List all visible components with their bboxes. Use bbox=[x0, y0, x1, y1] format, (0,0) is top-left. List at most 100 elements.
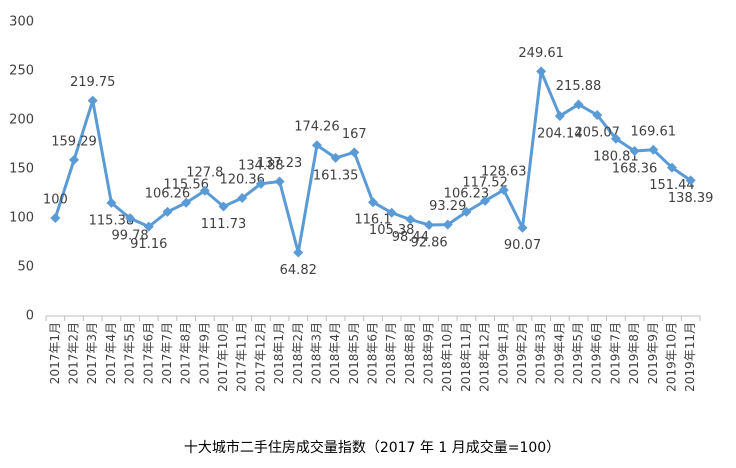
x-tick-label: 2019年6月 bbox=[590, 322, 604, 384]
x-tick-label: 2019年7月 bbox=[608, 322, 622, 384]
data-label: 174.26 bbox=[294, 120, 340, 135]
data-label: 106.26 bbox=[145, 186, 191, 201]
x-tick-label: 2018年8月 bbox=[403, 322, 417, 384]
x-tick-label: 2017年5月 bbox=[123, 322, 137, 384]
marker bbox=[592, 110, 603, 121]
data-label: 167 bbox=[342, 127, 367, 142]
data-label: 93.29 bbox=[429, 199, 466, 214]
data-label: 116.1 bbox=[354, 213, 391, 228]
marker bbox=[199, 185, 210, 196]
data-label: 161.35 bbox=[313, 168, 359, 183]
marker bbox=[648, 144, 659, 155]
marker bbox=[610, 133, 621, 144]
x-tick-label: 2017年11月 bbox=[235, 322, 249, 392]
data-label: 128.63 bbox=[481, 164, 527, 179]
x-tick-label: 2018年9月 bbox=[422, 322, 436, 384]
x-tick-label: 2017年3月 bbox=[85, 322, 99, 384]
marker bbox=[330, 152, 341, 163]
marker bbox=[274, 176, 285, 187]
data-label: 111.73 bbox=[201, 217, 247, 232]
x-tick-label: 2017年2月 bbox=[67, 322, 81, 384]
data-label: 137.23 bbox=[257, 156, 303, 171]
data-label: 106.23 bbox=[444, 186, 490, 201]
x-tick-label: 2019年3月 bbox=[534, 322, 548, 384]
y-tick-label: 250 bbox=[9, 64, 34, 79]
x-tick-label: 2019年2月 bbox=[515, 322, 529, 384]
x-tick-label: 2018年11月 bbox=[459, 322, 473, 392]
data-label: 134.88 bbox=[238, 158, 284, 173]
data-label: 205.07 bbox=[574, 126, 620, 141]
data-label: 204.14 bbox=[537, 126, 583, 141]
data-label: 215.88 bbox=[556, 79, 602, 94]
x-tick-label: 2018年12月 bbox=[478, 322, 492, 392]
marker bbox=[554, 110, 565, 121]
marker bbox=[424, 219, 435, 230]
x-tick-label: 2019年8月 bbox=[627, 322, 641, 384]
x-tick-label: 2018年6月 bbox=[366, 322, 380, 384]
x-tick-label: 2018年3月 bbox=[309, 322, 323, 384]
data-label: 98.44 bbox=[392, 230, 429, 245]
data-label: 92.86 bbox=[410, 235, 447, 250]
data-label: 180.81 bbox=[593, 149, 639, 164]
data-label: 117.52 bbox=[462, 175, 508, 190]
marker bbox=[498, 184, 509, 195]
data-label: 105.38 bbox=[369, 223, 415, 238]
marker bbox=[311, 140, 322, 151]
y-tick-label: 100 bbox=[9, 211, 34, 226]
x-tick-label: 2019年4月 bbox=[552, 322, 566, 384]
marker bbox=[50, 213, 61, 223]
marker bbox=[125, 213, 136, 224]
data-label: 115.56 bbox=[163, 177, 209, 192]
marker bbox=[293, 247, 304, 258]
x-tick-label: 2017年8月 bbox=[179, 322, 193, 384]
y-tick-label: 0 bbox=[26, 309, 34, 324]
x-tick-label: 2018年5月 bbox=[347, 322, 361, 384]
data-label: 249.61 bbox=[518, 46, 564, 61]
marker bbox=[386, 207, 397, 218]
x-tick-label: 2019年11月 bbox=[683, 322, 697, 392]
x-tick-label: 2018年7月 bbox=[384, 322, 398, 384]
marker bbox=[517, 222, 528, 233]
marker bbox=[480, 195, 491, 206]
y-tick-label: 150 bbox=[9, 162, 34, 177]
data-label: 90.07 bbox=[504, 238, 541, 253]
chart-title: 十大城市二手住房成交量指数（2017 年 1 月成交量=100） bbox=[184, 439, 560, 456]
y-tick-label: 50 bbox=[17, 260, 34, 275]
marker bbox=[349, 147, 360, 158]
marker bbox=[237, 193, 248, 204]
marker bbox=[685, 175, 696, 186]
data-label: 138.39 bbox=[668, 191, 714, 206]
y-tick-label: 200 bbox=[9, 113, 34, 128]
marker bbox=[461, 206, 472, 217]
marker bbox=[666, 162, 677, 173]
x-tick-label: 2017年9月 bbox=[197, 322, 211, 384]
x-tick-label: 2019年9月 bbox=[646, 322, 660, 384]
marker bbox=[368, 197, 378, 208]
y-tick-label: 300 bbox=[9, 15, 34, 30]
data-label: 151.44 bbox=[649, 178, 695, 193]
data-label: 169.61 bbox=[631, 124, 677, 139]
marker bbox=[162, 206, 173, 217]
x-tick-label: 2019年1月 bbox=[496, 322, 510, 384]
data-label: 120.36 bbox=[219, 173, 265, 188]
data-label: 99.78 bbox=[111, 229, 148, 244]
x-tick-label: 2017年7月 bbox=[160, 322, 174, 384]
marker bbox=[181, 197, 192, 208]
marker bbox=[106, 197, 117, 208]
data-label: 219.75 bbox=[70, 75, 116, 90]
x-tick-label: 2017年12月 bbox=[253, 322, 267, 392]
x-tick-label: 2017年6月 bbox=[141, 322, 155, 384]
x-tick-label: 2018年1月 bbox=[272, 322, 286, 384]
x-tick-label: 2017年1月 bbox=[48, 322, 62, 384]
data-label: 100 bbox=[43, 193, 68, 208]
data-label: 127.8 bbox=[186, 165, 223, 180]
data-label: 64.82 bbox=[280, 263, 317, 278]
x-tick-label: 2018年10月 bbox=[440, 322, 454, 392]
data-label: 91.16 bbox=[130, 237, 167, 252]
x-tick-label: 2019年5月 bbox=[571, 322, 585, 384]
marker bbox=[573, 99, 584, 110]
x-tick-label: 2019年10月 bbox=[664, 322, 678, 392]
marker bbox=[87, 95, 98, 106]
marker bbox=[218, 201, 229, 212]
